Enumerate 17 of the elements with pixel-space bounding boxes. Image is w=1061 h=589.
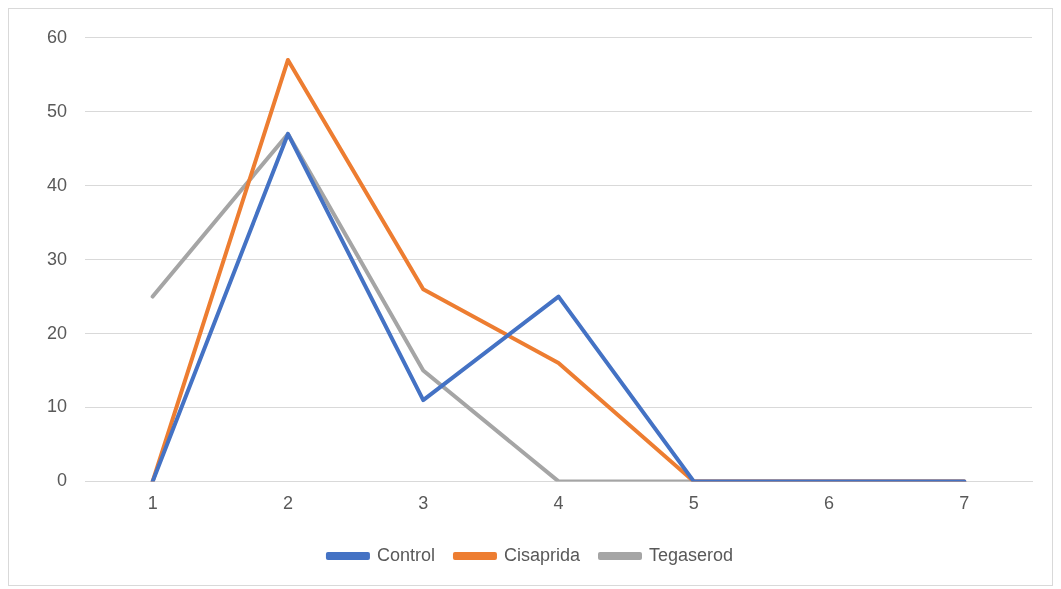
y-tick-label: 50 — [46, 100, 68, 121]
y-tick-label: 10 — [46, 396, 68, 417]
y-tick-label: 0 — [57, 470, 68, 491]
x-tick-label: 5 — [688, 493, 699, 514]
x-tick-label: 1 — [147, 493, 158, 514]
y-tick-label: 40 — [46, 174, 68, 195]
x-tick-label: 7 — [959, 493, 970, 514]
y-tick-label: 60 — [46, 26, 68, 47]
x-tick-label: 2 — [282, 493, 293, 514]
y-tick-label: 20 — [46, 322, 68, 343]
x-tick-label: 6 — [824, 493, 835, 514]
x-tick-label: 4 — [553, 493, 564, 514]
y-tick-label: 30 — [46, 248, 68, 269]
legend-label: Control — [376, 544, 435, 565]
x-tick-label: 3 — [418, 493, 429, 514]
legend-label: Tegaserod — [649, 544, 734, 565]
legend-label: Cisaprida — [503, 544, 581, 565]
